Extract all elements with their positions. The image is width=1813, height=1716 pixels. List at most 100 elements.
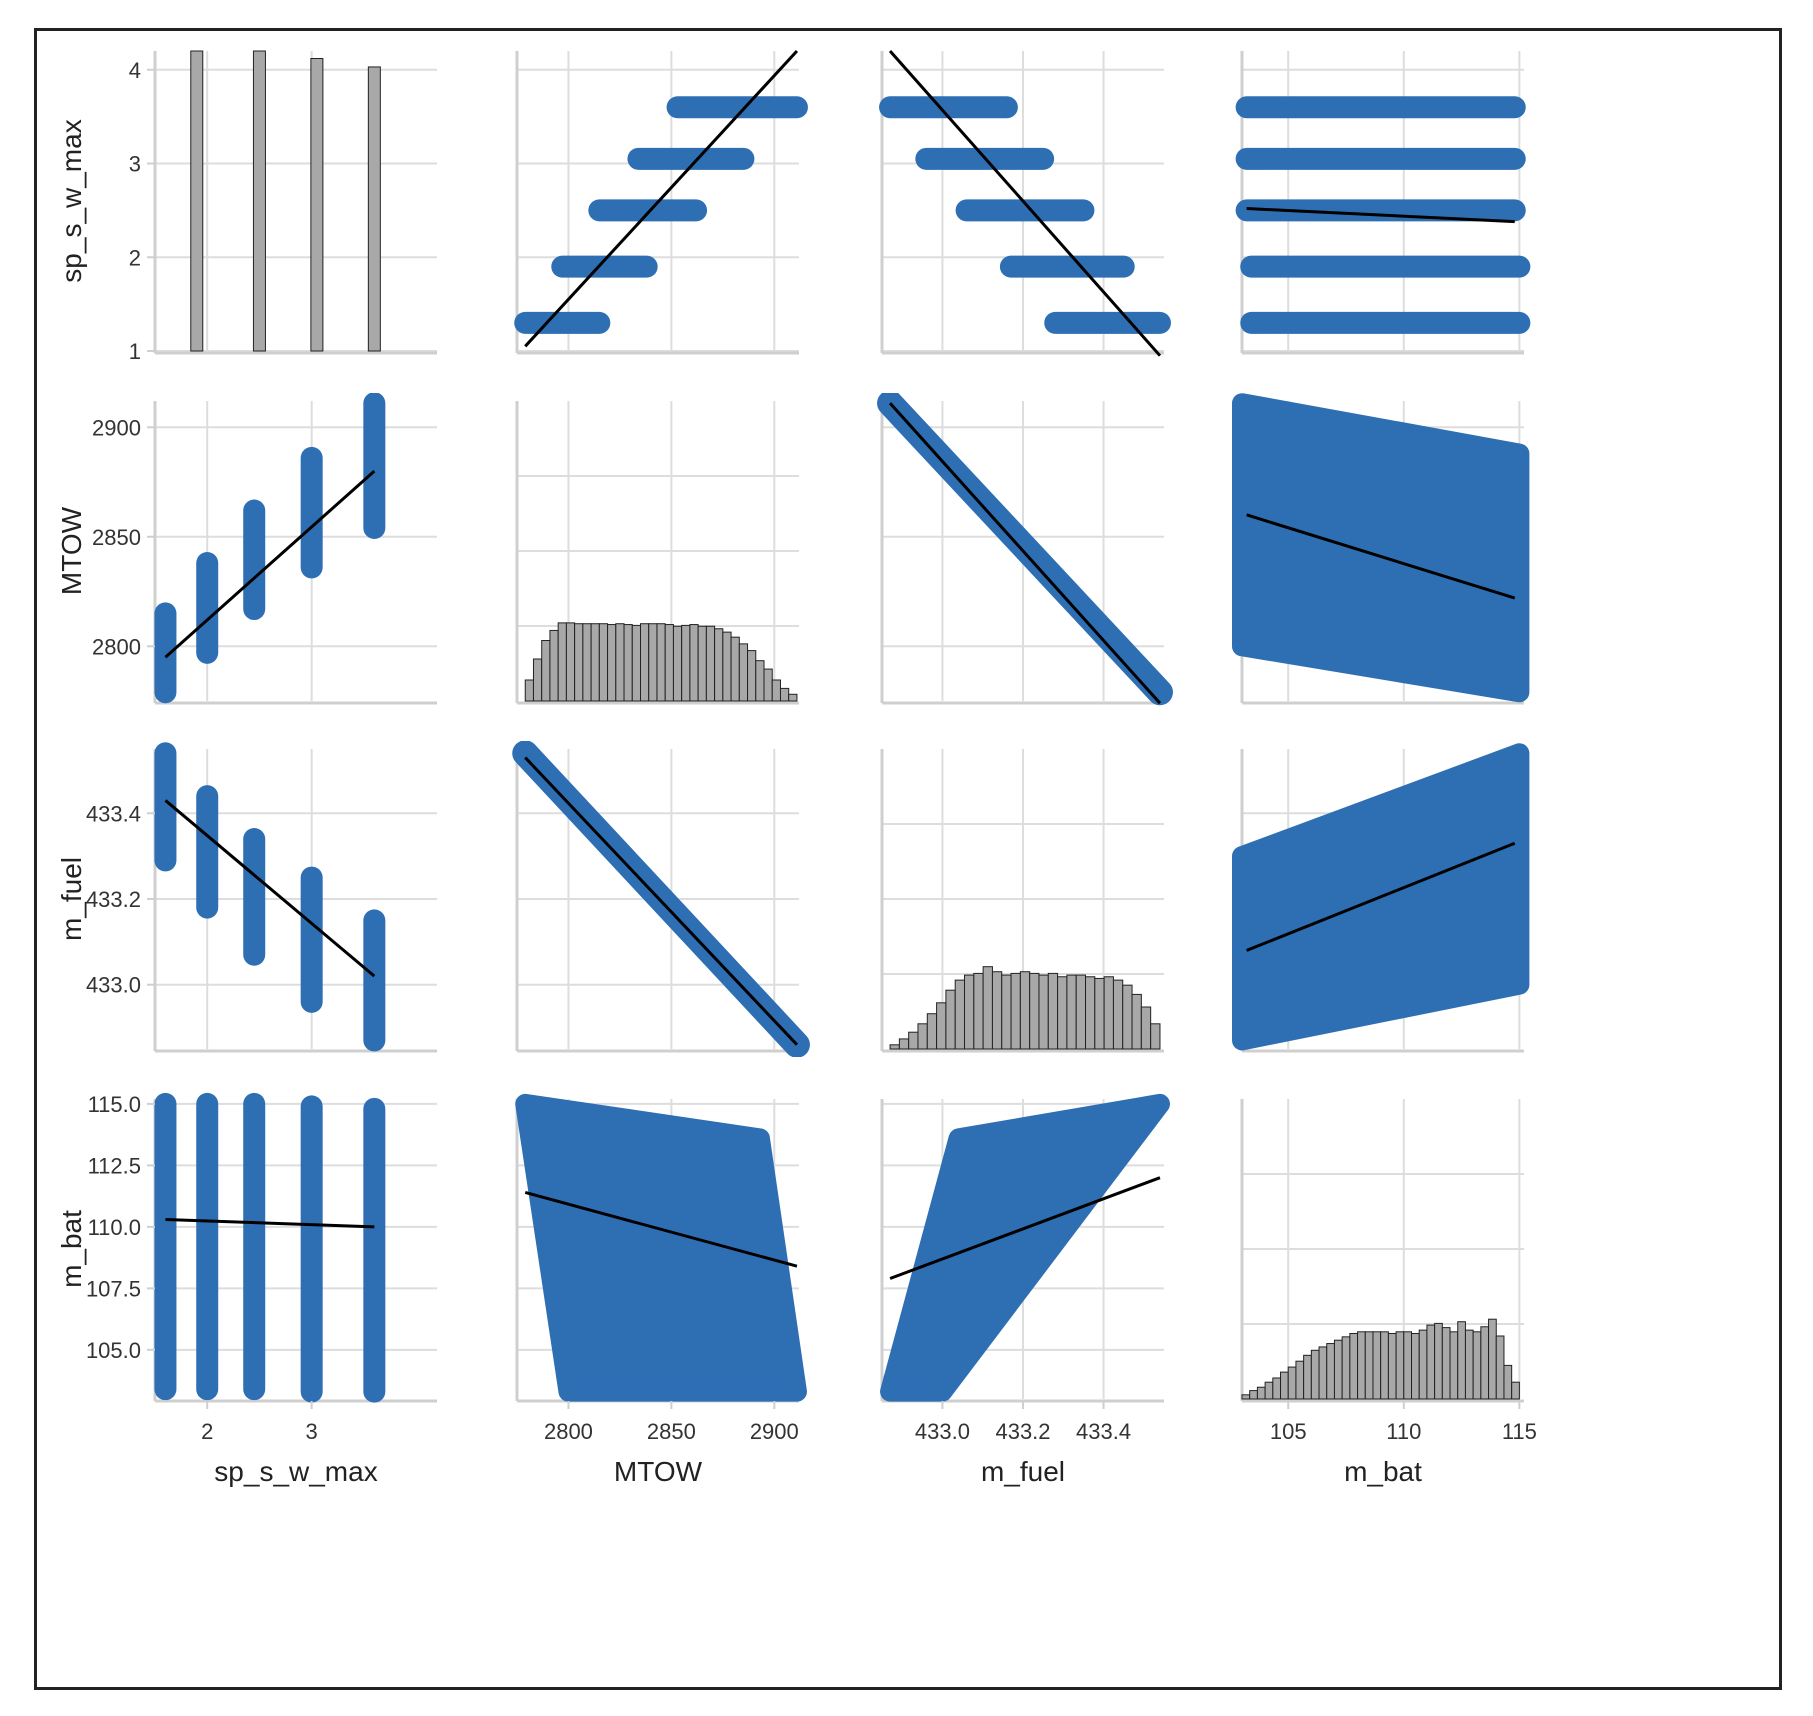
histogram-bar — [1426, 1324, 1436, 1400]
x-tick-label: 2850 — [647, 1419, 696, 1444]
y-tick-label: 107.5 — [86, 1276, 141, 1301]
x-tick-label: 433.2 — [995, 1419, 1050, 1444]
panel-MTOW-vs-m_fuel — [877, 393, 1173, 706]
panel-m_fuel-vs-sp_s_w_max — [153, 742, 437, 1053]
regression-line — [164, 799, 376, 978]
histogram-bar — [689, 624, 699, 702]
histogram-bar — [1480, 1326, 1490, 1400]
histogram-bar — [310, 58, 324, 352]
histogram-bar — [598, 623, 609, 702]
histogram-bar — [1094, 977, 1105, 1050]
histogram-bar — [1418, 1329, 1428, 1400]
histogram-bar — [755, 660, 765, 702]
regression-line — [164, 469, 376, 659]
panel-content — [190, 50, 381, 352]
panel-content — [524, 622, 798, 702]
histogram-bar — [1150, 1023, 1161, 1050]
histogram-bar — [1380, 1331, 1389, 1400]
histogram-bar — [590, 623, 600, 702]
histogram-bar — [730, 636, 740, 702]
y-tick-label: 4 — [129, 58, 141, 83]
panel-MTOW-vs-m_bat — [1232, 393, 1530, 705]
y-tick-label: 110.0 — [88, 1215, 141, 1240]
histogram-bar — [681, 624, 691, 702]
histogram-bar — [1029, 972, 1040, 1050]
panel-content — [1235, 96, 1531, 334]
panel-sp_s_w_max-vs-sp_s_w_max — [153, 50, 437, 355]
histogram-bar — [917, 1023, 928, 1050]
histogram-bar — [1066, 974, 1077, 1050]
histogram-bar — [722, 631, 732, 702]
panel-m_bat-vs-m_fuel — [880, 1093, 1170, 1403]
y-axis-label: sp_s_w_max — [56, 119, 87, 282]
y-tick-label: 433.2 — [86, 887, 141, 912]
panel-sp_s_w_max-vs-m_bat — [1235, 51, 1531, 355]
histogram-bar — [1010, 972, 1021, 1050]
regression-line — [165, 1217, 375, 1229]
histogram-bar — [672, 625, 683, 702]
histogram-bar — [705, 625, 716, 702]
histogram-bar — [524, 679, 534, 702]
histogram-bar — [615, 623, 625, 702]
histogram-bar — [926, 1013, 938, 1050]
panel-content — [1232, 743, 1530, 1051]
panel-content — [1232, 393, 1530, 703]
y-tick-label: 3 — [129, 152, 141, 177]
y-axis-label: MTOW — [56, 506, 87, 595]
panel-m_fuel-vs-MTOW — [512, 741, 810, 1057]
histogram-bar — [1326, 1343, 1335, 1400]
regression-line — [888, 50, 1162, 357]
x-tick-label: 2 — [201, 1419, 213, 1444]
panel-MTOW-vs-sp_s_w_max — [153, 393, 437, 705]
regression-line — [524, 49, 799, 348]
histogram-bar — [1085, 976, 1096, 1050]
panel-content — [879, 50, 1171, 357]
histogram-bar — [1047, 972, 1059, 1050]
histogram-bar — [1333, 1339, 1343, 1400]
y-tick-label: 112.5 — [88, 1153, 141, 1178]
regression-line — [1246, 207, 1515, 224]
y-tick-label: 2 — [129, 245, 141, 270]
histogram-bar — [367, 66, 381, 352]
panel-content — [515, 1093, 807, 1402]
histogram-bar — [1441, 1327, 1451, 1400]
histogram-bar — [582, 623, 592, 702]
regression-line — [889, 1176, 1161, 1280]
x-tick-label: 115 — [1502, 1419, 1537, 1444]
histogram-bar — [936, 1002, 947, 1050]
panel-content — [154, 1092, 386, 1403]
histogram-bar — [1449, 1331, 1459, 1400]
panel-sp_s_w_max-vs-m_fuel — [879, 50, 1171, 357]
histogram-bar — [1103, 976, 1114, 1050]
histogram-bar — [1019, 971, 1031, 1050]
histogram-bar — [898, 1038, 910, 1050]
y-tick-label: 2900 — [92, 415, 141, 440]
panel-m_fuel-vs-m_fuel — [880, 749, 1164, 1053]
histogram-bar — [1318, 1346, 1328, 1400]
y-tick-label: 433.0 — [86, 973, 141, 998]
histogram-bar — [1057, 976, 1068, 1050]
panel-content — [880, 1093, 1170, 1402]
histogram-bar — [532, 658, 543, 702]
histogram-bar — [1495, 1335, 1505, 1400]
histogram-bar — [954, 979, 966, 1050]
panel-m_bat-vs-sp_s_w_max — [153, 1092, 437, 1403]
panel-content — [889, 966, 1161, 1050]
y-tick-label: 2850 — [92, 525, 141, 550]
panel-content — [877, 393, 1173, 706]
histogram-bar — [964, 974, 975, 1050]
x-axis-label: m_fuel — [981, 1456, 1065, 1487]
histogram-bar — [1503, 1364, 1513, 1400]
histogram-bar — [1411, 1332, 1420, 1400]
panel-content — [154, 742, 386, 1052]
histogram-bar — [1131, 993, 1142, 1050]
x-tick-label: 3 — [306, 1419, 318, 1444]
histogram-bar — [1075, 974, 1087, 1050]
x-axis-label: m_bat — [1344, 1456, 1422, 1487]
x-axis-label: sp_s_w_max — [214, 1456, 377, 1487]
histogram-bar — [1488, 1318, 1497, 1400]
regression-line — [524, 756, 799, 1046]
histogram-bar — [549, 629, 559, 702]
panel-m_bat-vs-m_bat — [1240, 1099, 1524, 1403]
histogram-bar — [771, 679, 781, 702]
